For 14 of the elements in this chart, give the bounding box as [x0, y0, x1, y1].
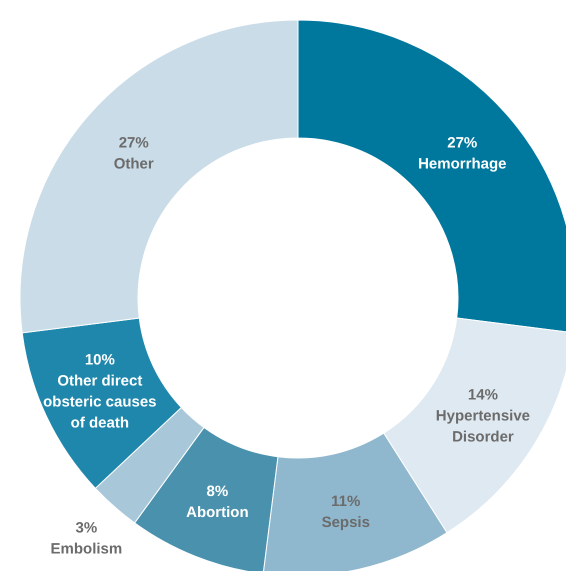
slice-label: Sepsis	[322, 514, 370, 531]
slice-label: Hemorrhage	[418, 155, 506, 172]
data-label: 14%	[468, 386, 498, 403]
slice-label: Other direct obsteric causes of death	[43, 372, 157, 432]
slice-label: Hypertensive Disorder	[436, 406, 530, 445]
data-label: 27%	[118, 134, 149, 152]
data-label: 8%	[206, 482, 228, 500]
data-label: 11%	[331, 492, 360, 510]
data-label: 27%	[447, 134, 478, 152]
data-label: 10%	[84, 351, 115, 368]
slice-label: Embolism	[50, 540, 122, 558]
slice-label: Other	[114, 155, 154, 172]
data-label: 3%	[76, 519, 98, 536]
slice-label: Abortion	[186, 504, 249, 521]
